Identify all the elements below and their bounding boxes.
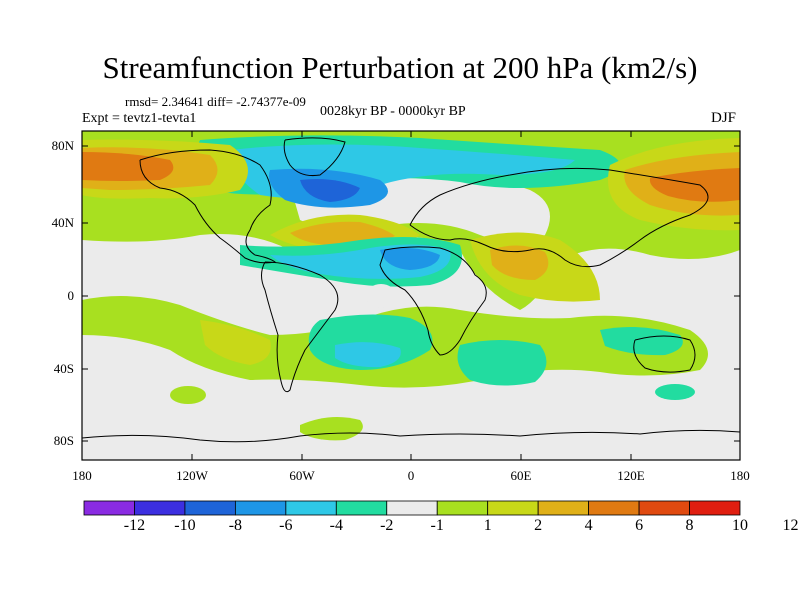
colorbar-label: -1: [430, 517, 444, 534]
field-region: [300, 179, 360, 202]
field-region: [82, 152, 174, 181]
lon-label: 180: [730, 468, 750, 483]
eurasia-coast: [409, 167, 709, 268]
colorbar-label: 10: [732, 517, 748, 534]
field-region: [200, 320, 271, 365]
colorbar-label: 12: [782, 517, 799, 534]
colorbar-label: -8: [228, 517, 243, 534]
field-region: [655, 384, 695, 400]
colorbar-label: 8: [685, 517, 694, 534]
season-label: DJF: [711, 110, 737, 126]
colorbar-swatch: [134, 500, 186, 516]
colorbar-swatch: [335, 500, 388, 516]
colorbar-swatch: [436, 500, 489, 516]
colorbar-label: 1: [483, 517, 492, 534]
colorbar-label: 2: [534, 517, 543, 534]
period-label: 0028kyr BP - 0000kyr BP: [320, 104, 466, 119]
colorbar-swatch: [537, 500, 590, 516]
lon-label: 60E: [510, 468, 532, 483]
colorbar-label: -4: [329, 517, 343, 534]
field-layer: [82, 131, 740, 460]
colorbar-swatch: [689, 500, 741, 516]
experiment-label: Expt = tevtz1-tevta1: [82, 111, 197, 126]
colorbar-swatch: [285, 500, 337, 516]
africa-coast: [379, 246, 487, 356]
lon-label: 180: [72, 468, 92, 483]
lon-label: 0: [407, 468, 415, 483]
colorbar-swatch: [487, 500, 539, 516]
lat-label: 40S: [53, 361, 74, 376]
field-region: [335, 342, 401, 368]
field-region: [170, 386, 206, 404]
australia-coast: [633, 335, 696, 373]
field-region: [600, 326, 683, 356]
colorbar-swatch: [234, 500, 287, 516]
field-region: [380, 247, 440, 270]
colorbar-label: -2: [380, 517, 394, 534]
lon-label: 120E: [617, 468, 645, 483]
colorbar-label: -10: [174, 517, 196, 534]
field-region: [649, 168, 740, 202]
lon-label: 60W: [289, 468, 315, 483]
field-region: [366, 284, 396, 308]
greenland-coast: [283, 137, 346, 176]
axis-ticks: [81, 131, 741, 460]
colorbar-swatch: [83, 500, 135, 516]
lat-label: 0: [67, 288, 75, 303]
field-region: [490, 245, 549, 280]
colorbar-swatch: [588, 500, 640, 516]
plot-title: Streamfunction Perturbation at 200 hPa (…: [102, 50, 698, 85]
field-region: [457, 340, 547, 386]
colorbar: [83, 500, 741, 516]
lat-label: 40N: [51, 215, 74, 230]
colorbar-label: 6: [635, 517, 644, 534]
colorbar-swatch: [184, 500, 236, 516]
north-america-coast: [139, 149, 277, 264]
colorbar-swatch: [638, 500, 690, 516]
colorbar-label: -12: [123, 517, 146, 534]
lon-label: 120W: [176, 468, 208, 483]
coastlines: [82, 137, 740, 443]
south-america-coast: [261, 261, 339, 393]
lat-label: 80N: [51, 138, 74, 153]
stats-label: rmsd= 2.34641 diff= -2.74377e-09: [125, 94, 306, 109]
colorbar-label: -6: [279, 517, 293, 534]
lat-label: 80S: [53, 433, 74, 448]
colorbar-label: 4: [584, 517, 593, 534]
antarctica-coast: [82, 429, 740, 443]
colorbar-swatch: [386, 500, 438, 516]
